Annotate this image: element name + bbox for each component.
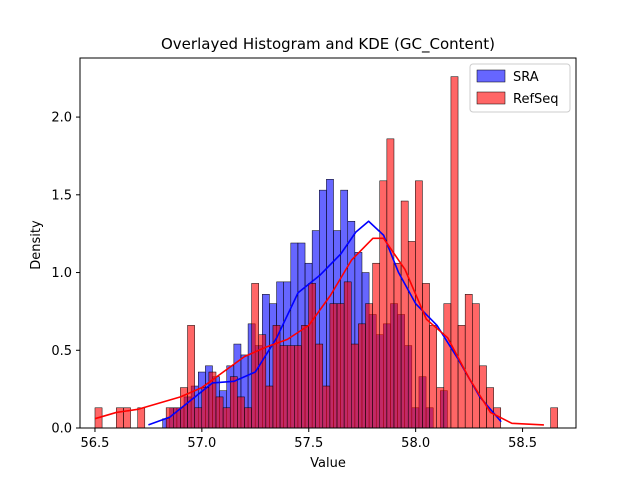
y-tick-label: 1.5 [51,188,72,203]
hist-bar [429,325,437,429]
x-tick-label: 57.0 [187,436,216,451]
hist-bar [244,407,252,429]
x-tick-label: 58.0 [401,436,430,451]
y-axis-label: Density [29,220,44,270]
legend-label-sra: SRA [513,70,539,85]
y-tick-label: 0.5 [51,344,72,359]
hist-bar [222,407,231,429]
x-tick-label: 57.5 [294,436,323,451]
hist-bar [308,283,316,429]
legend-swatch-refseq [476,91,506,105]
hist-bar [464,294,473,429]
y-tick-label: 1.0 [51,266,72,281]
hist-bar [229,376,238,429]
hist-bar [443,303,452,429]
hist-bar [457,325,466,429]
hist-bar [422,283,430,429]
legend-label-refseq: RefSeq [513,92,559,107]
hist-bar [343,281,352,429]
y-tick-label: 2.0 [51,111,72,126]
hist-bar [393,262,402,429]
hist-bar [329,303,338,429]
hist-bar [187,325,195,429]
legend-swatch-sra [476,69,506,83]
hist-bar [286,345,295,429]
hist-bar [336,303,345,429]
axes-frame [79,57,577,429]
hist-bar [358,323,366,429]
hist-bar [407,241,416,429]
y-tick-label: 0.0 [51,422,72,437]
chart-title: Overlayed Histogram and KDE (GC_Content) [161,35,495,54]
hist-bar [400,200,409,429]
hist-bar [436,387,445,429]
hist-bar [237,396,245,429]
hist-bar [322,385,331,429]
hist-bar [386,138,395,429]
hist-bar [215,396,224,429]
hist-bar [201,387,210,429]
hist-bar [351,343,359,429]
hist-bar [279,345,288,429]
hist-bar [372,262,380,429]
hist-bar [251,283,259,429]
hist-bar [137,407,146,429]
hist-bar [301,325,309,429]
x-tick-label: 56.5 [80,436,109,451]
hist-bar [379,180,388,429]
hist-bar [315,343,324,429]
kde-curve-refseq [94,237,544,426]
hist-bar [472,303,480,429]
x-axis-label: Value [310,456,346,471]
hist-bar [550,407,558,429]
hist-bar [194,407,203,429]
hist-bar [265,385,274,429]
plot-area: 56.5 57.0 57.5 58.0 58.5 0.0 0.5 1.0 1.5 2.0 [51,57,577,451]
hist-bar [450,76,459,429]
kde-curve-sra [148,220,502,426]
hist-bar [365,303,373,429]
x-tick-label: 58.5 [508,436,537,451]
legend: SRA RefSeq [469,63,571,113]
hist-bar [294,345,302,429]
